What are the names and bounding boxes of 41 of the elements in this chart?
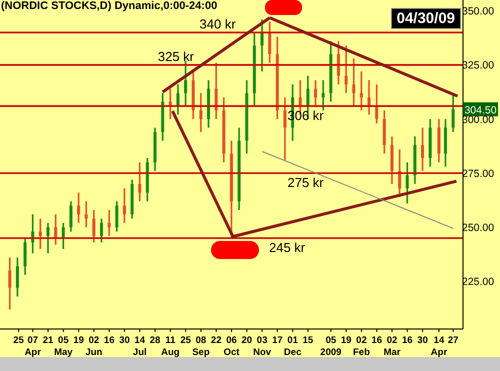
x-tick-label: 11 Aug [161, 335, 180, 358]
x-tick-label: 20 [242, 335, 252, 346]
x-tick-label: 19 [73, 335, 84, 346]
x-tick-label: 14 Jul [132, 335, 147, 358]
x-tick-label: 30 [119, 335, 130, 346]
ref-line-label: 325 kr [158, 48, 195, 64]
x-tick-label: 16 [371, 335, 382, 346]
x-tick-label: 14 Apr [430, 335, 448, 358]
x-tick-label: 30 [417, 335, 428, 346]
ref-line-label: 340 kr [200, 16, 236, 32]
x-tick-label: 02 Jun [85, 335, 103, 358]
x-tick-label: 08 Sep [192, 335, 210, 358]
x-tick-label: 27 [448, 335, 458, 346]
x-tick-label: 07 Apr [24, 335, 42, 358]
ref-line-label: 275 kr [288, 175, 324, 190]
ref-line-label: 245 kr [268, 240, 306, 256]
y-tick-label: 325.00 [462, 60, 494, 72]
x-tick-label: 21 [42, 335, 54, 346]
x-tick-label: 06 Oct [224, 335, 240, 358]
x-tick-label: 15 [302, 335, 314, 346]
x-tick-label: 25 [180, 335, 192, 346]
x-tick-label: 17 [272, 335, 283, 346]
x-tick-label: 16 [104, 335, 114, 346]
x-tick-label: 16 [402, 335, 413, 346]
x-tick-label: 02 Mar [384, 335, 401, 358]
y-tick-label: 350.00 [462, 6, 494, 18]
y-tick-label: 275.00 [462, 168, 494, 180]
x-tick-label: 25 [13, 335, 25, 346]
x-tick-label: 22 [210, 335, 222, 346]
x-tick-label: 02 Feb [353, 335, 370, 358]
annotation: 304.50 [464, 104, 497, 116]
annotation: 04/30/09 [390, 8, 461, 29]
x-tick-label: 01 Dec [284, 335, 302, 358]
x-tick-label: 05 2009 [320, 335, 342, 358]
y-tick-label: 225.00 [462, 276, 494, 288]
x-tick-label: 28 [150, 335, 160, 346]
x-tick-label: 03 Nov [253, 335, 272, 358]
x-tick-label: 05 May [54, 335, 74, 358]
y-tick-label: 250.00 [462, 222, 494, 234]
x-tick-label: 19 [340, 335, 352, 346]
chart-title: (NORDIC STOCKS,D) Dynamic,0:00-24:00 [1, 0, 218, 12]
